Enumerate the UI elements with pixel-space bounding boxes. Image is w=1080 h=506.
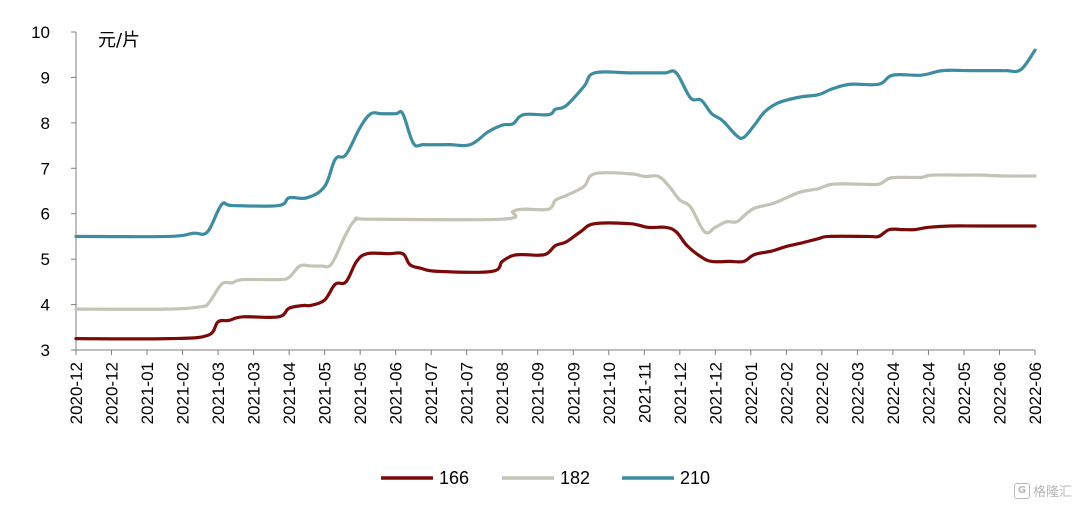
x-tick-label: 2022-06 bbox=[990, 362, 1009, 424]
x-tick-label: 2021-09 bbox=[564, 362, 583, 424]
watermark-text: 格隆汇 bbox=[1032, 485, 1072, 500]
y-tick-label: 6 bbox=[41, 205, 50, 224]
y-tick-label: 3 bbox=[41, 341, 50, 360]
series-layer bbox=[74, 48, 1037, 341]
x-tick-label: 2021-05 bbox=[316, 362, 335, 424]
x-tick-label: 2021-08 bbox=[493, 362, 512, 424]
x-tick-label: 2021-10 bbox=[600, 362, 619, 424]
axes: 3 4 5 6 7 8 9 10 2020-12 2020-12 2021-01 2021-02 202… bbox=[31, 23, 1045, 424]
x-tick-label: 2022-05 bbox=[955, 362, 974, 424]
y-tick-label: 8 bbox=[41, 114, 50, 133]
x-tick-label: 2022-02 bbox=[813, 362, 832, 424]
y-tick-label: 4 bbox=[41, 296, 50, 315]
x-tick-label: 2020-12 bbox=[67, 362, 86, 424]
x-tick-label: 2021-04 bbox=[280, 362, 299, 424]
x-tick-label: 2022-06 bbox=[1026, 362, 1045, 424]
x-tick-label: 2021-02 bbox=[174, 362, 193, 424]
x-tick-label: 2022-02 bbox=[777, 362, 796, 424]
x-tick-label: 2021-07 bbox=[422, 362, 441, 424]
legend-label-210: 210 bbox=[680, 468, 710, 488]
watermark-logo-icon: G bbox=[1013, 482, 1030, 499]
y-tick-label: 9 bbox=[41, 68, 50, 87]
legend-label-182: 182 bbox=[560, 468, 590, 488]
x-tick-label: 2021-03 bbox=[245, 362, 264, 424]
unit-label: 元/片 bbox=[98, 30, 140, 51]
x-tick-label: 2021-07 bbox=[458, 362, 477, 424]
series-line-210 bbox=[74, 48, 1037, 239]
x-tick-label: 2022-03 bbox=[848, 362, 867, 424]
series-line-182 bbox=[74, 171, 1037, 311]
x-tick-label: 2021-09 bbox=[529, 362, 548, 424]
y-tick-label: 7 bbox=[41, 159, 50, 178]
x-tick-label: 2021-05 bbox=[351, 362, 370, 424]
x-tick-label: 2022-04 bbox=[919, 362, 938, 424]
y-tick-label: 5 bbox=[41, 250, 50, 269]
x-tick-label: 2021-06 bbox=[387, 362, 406, 424]
legend-label-166: 166 bbox=[439, 468, 469, 488]
watermark: G 格隆汇 bbox=[1013, 481, 1072, 500]
x-tick-label: 2021-12 bbox=[706, 362, 725, 424]
y-tick-label: 10 bbox=[31, 23, 50, 42]
x-tick-label: 2021-01 bbox=[138, 362, 157, 424]
x-tick-label: 2022-01 bbox=[742, 362, 761, 424]
series-line-166 bbox=[74, 221, 1037, 341]
x-tick-label: 2021-11 bbox=[635, 362, 654, 423]
legend: 166 182 210 bbox=[381, 468, 710, 488]
x-tick-label: 2022-04 bbox=[884, 362, 903, 424]
x-tick-label: 2021-12 bbox=[671, 362, 690, 424]
x-tick-label: 2020-12 bbox=[103, 362, 122, 424]
x-tick-label: 2021-03 bbox=[209, 362, 228, 424]
